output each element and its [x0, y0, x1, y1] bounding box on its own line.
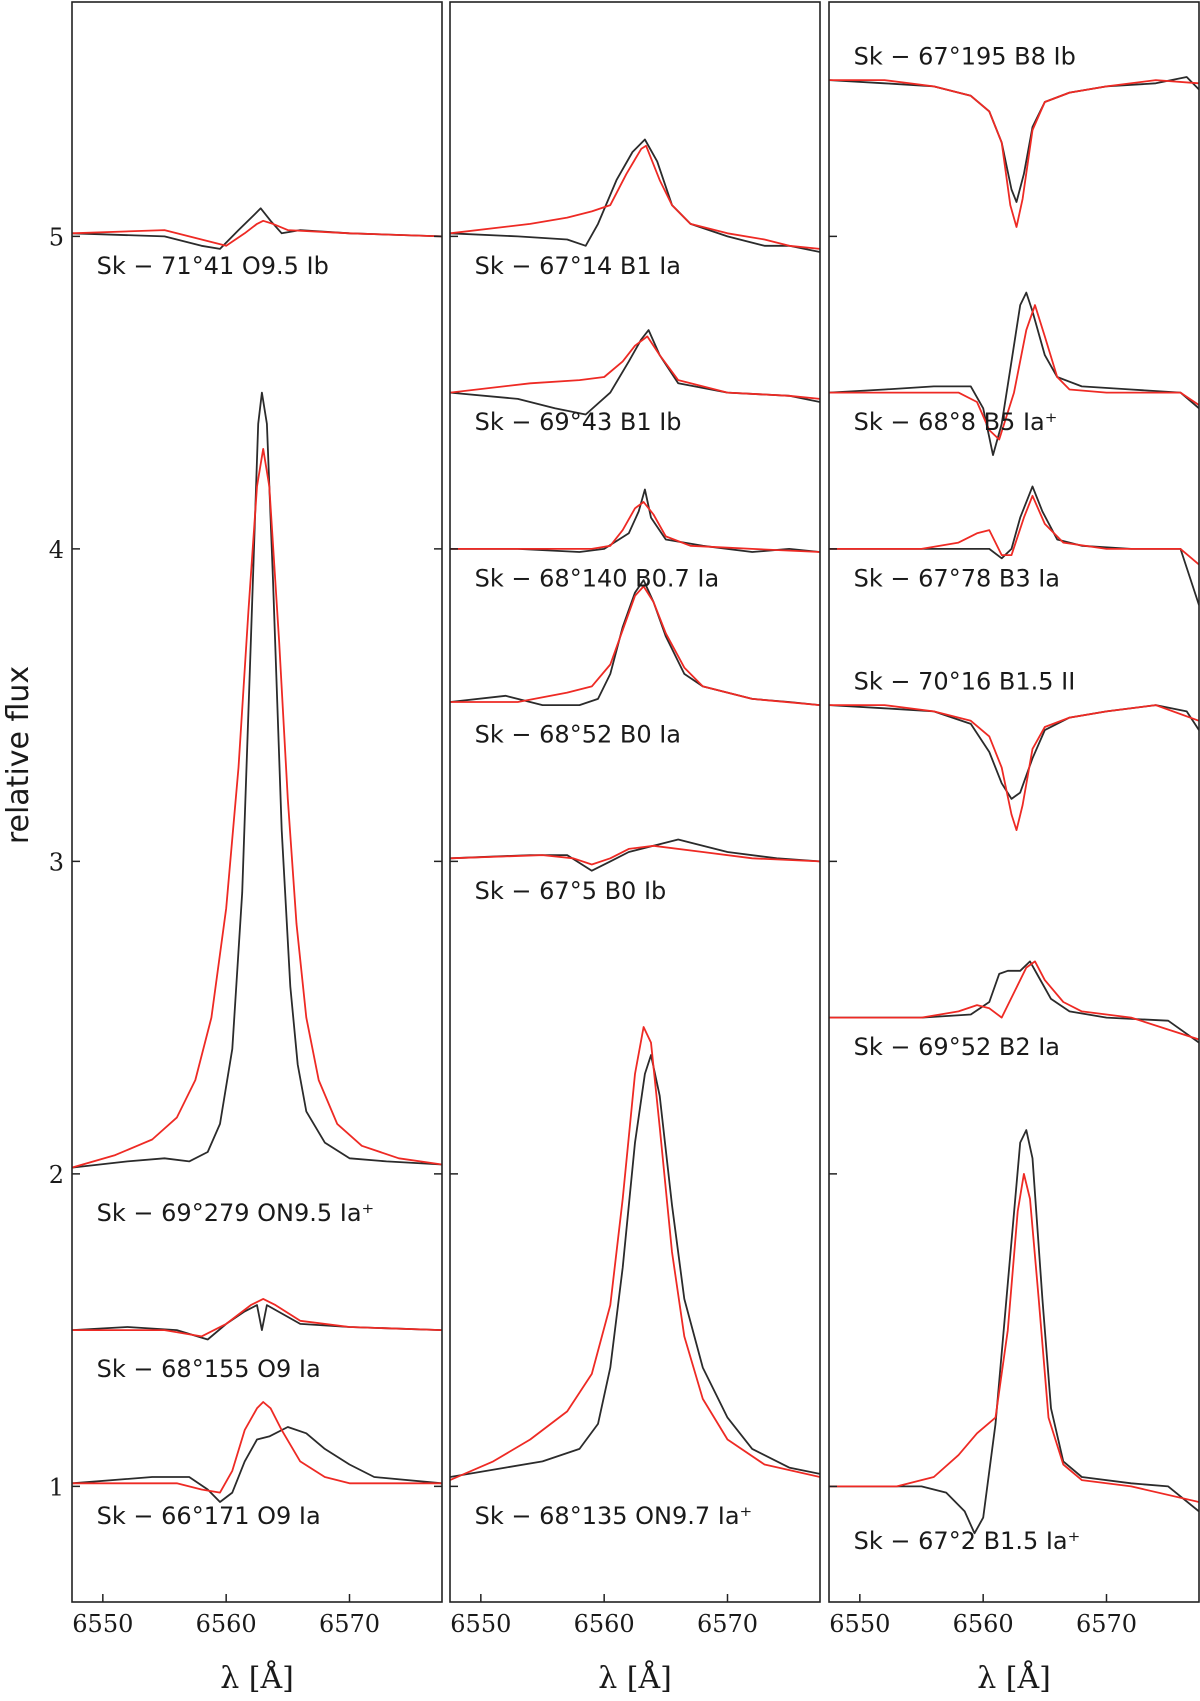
star-label: Sk − 67°195 B8 Ib: [854, 43, 1076, 71]
observed-spectrum: [829, 76, 1199, 203]
panel-middle-xtick-label: 6570: [697, 1610, 758, 1638]
panel-right-xtick-label: 6550: [829, 1610, 890, 1638]
star-label: Sk − 68°52 B0 Ia: [475, 721, 681, 749]
model-spectrum: [72, 1298, 442, 1338]
panel-left-xtick-label: 6570: [319, 1610, 380, 1638]
model-spectrum: [450, 335, 820, 400]
star-label: Sk − 69°43 B1 Ib: [475, 408, 682, 436]
observed-spectrum: [450, 488, 820, 553]
ytick-label: 1: [49, 1473, 64, 1501]
model-spectrum: [72, 219, 442, 247]
model-spectrum: [72, 447, 442, 1169]
panel-middle-marks: [450, 138, 820, 1481]
ytick-label: 5: [49, 223, 64, 251]
panel-middle-frame: [449, 1, 821, 1603]
observed-spectrum: [450, 1054, 820, 1478]
panel-middle: λ [Å] 6550 6560 6570 Sk − 67°14 B1 Ia Sk − 6…: [449, 1, 821, 1696]
panel-right-frame: [828, 1, 1200, 1603]
panel-right-xlabel: λ [Å]: [977, 1660, 1051, 1696]
panel-left-frame: [71, 1, 443, 1603]
model-spectrum: [829, 960, 1199, 1041]
observed-spectrum: [829, 1129, 1199, 1535]
model-spectrum: [72, 1401, 442, 1494]
observed-spectrum: [72, 1304, 442, 1341]
star-label: Sk − 67°14 B1 Ia: [475, 252, 681, 280]
model-spectrum: [829, 704, 1199, 831]
model-spectrum: [829, 304, 1199, 441]
observed-spectrum: [450, 138, 820, 253]
model-spectrum: [829, 494, 1199, 566]
y-axis-title: relative flux: [1, 666, 36, 844]
star-label: Sk − 67°2 B1.5 Ia⁺: [854, 1527, 1081, 1555]
observed-spectrum: [450, 838, 820, 872]
panel-middle-xtick-label: 6560: [574, 1610, 635, 1638]
star-label: Sk − 67°5 B0 Ib: [475, 877, 667, 905]
ytick-label: 4: [49, 536, 64, 564]
observed-spectrum: [829, 291, 1199, 457]
star-label: Sk − 68°8 B5 Ia⁺: [854, 408, 1058, 436]
observed-spectrum: [450, 329, 820, 416]
star-label: Sk − 66°171 O9 Ia: [97, 1502, 321, 1530]
panel-middle-xlabel: λ [Å]: [598, 1660, 672, 1696]
panel-left-marks: [72, 207, 442, 1503]
panel-left-xtick-label: 6550: [72, 1610, 133, 1638]
observed-spectrum: [72, 207, 442, 250]
panel-middle-xtick-label: 6550: [450, 1610, 511, 1638]
star-label: Sk − 68°140 B0.7 Ia: [475, 564, 720, 592]
model-spectrum: [450, 585, 820, 706]
model-spectrum: [829, 1173, 1199, 1503]
panel-left-xtick-label: 6560: [196, 1610, 257, 1638]
observed-spectrum: [72, 1426, 442, 1503]
ytick-label: 3: [49, 848, 64, 876]
panel-right-xtick-label: 6560: [953, 1610, 1014, 1638]
panel-right-marks: [829, 76, 1199, 1535]
panel-right: λ [Å] 6550 6560 6570 Sk − 67°195 B8 Ib Sk − …: [828, 1, 1200, 1696]
model-spectrum: [450, 844, 820, 866]
observed-spectrum: [450, 579, 820, 706]
observed-spectrum: [829, 704, 1199, 800]
model-spectrum: [829, 79, 1199, 228]
observed-spectrum: [72, 391, 442, 1169]
star-label: Sk − 69°279 ON9.5 Ia⁺: [97, 1199, 375, 1227]
model-spectrum: [450, 1026, 820, 1481]
panel-left-xlabel: λ [Å]: [220, 1660, 294, 1696]
star-label: Sk − 71°41 O9.5 Ib: [97, 252, 329, 280]
ytick-label: 2: [49, 1161, 64, 1189]
model-spectrum: [450, 501, 820, 553]
panel-right-xtick-label: 6570: [1076, 1610, 1137, 1638]
star-label: Sk − 70°16 B1.5 II: [854, 668, 1076, 696]
star-label: Sk − 68°155 O9 Ia: [97, 1355, 321, 1383]
star-label: Sk − 67°78 B3 Ia: [854, 564, 1060, 592]
star-label: Sk − 68°135 ON9.7 Ia⁺: [475, 1502, 753, 1530]
model-spectrum: [450, 144, 820, 250]
star-label: Sk − 69°52 B2 Ia: [854, 1033, 1060, 1061]
panel-left: λ [Å] 6550 6560 6570 1 2 3 4 5 Sk − 71°41 O9.5 I…: [49, 1, 443, 1696]
observed-spectrum: [829, 960, 1199, 1044]
